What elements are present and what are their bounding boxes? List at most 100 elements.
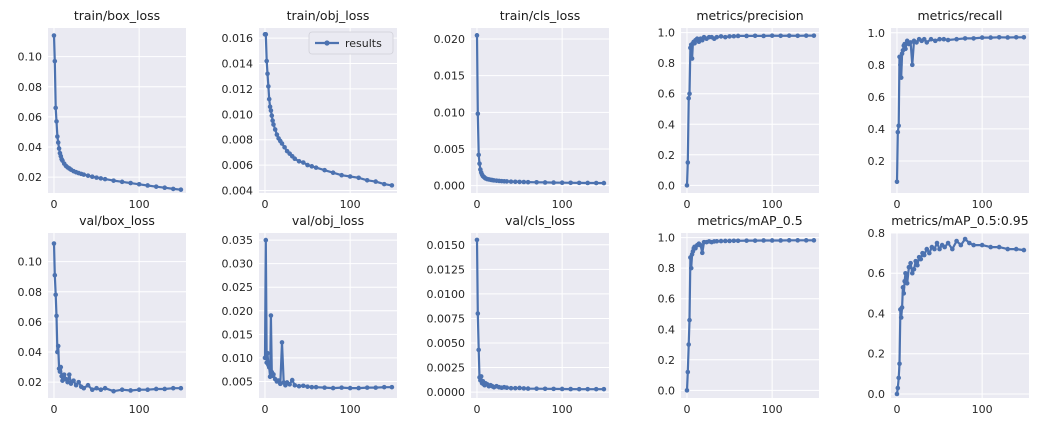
data-point xyxy=(1005,35,1011,40)
data-point xyxy=(1013,246,1019,252)
panel-metrics-precision: metrics/precision 0 100 0.0 0.2 0.4 0.6 0.8 1.0 xyxy=(658,8,819,211)
data-point xyxy=(98,387,104,393)
y-tick-label: 0.2 xyxy=(658,149,676,162)
data-point xyxy=(364,178,370,183)
data-point xyxy=(51,241,57,246)
y-tick-label: 0.4 xyxy=(658,118,676,131)
data-point xyxy=(287,382,292,387)
data-point xyxy=(508,385,514,391)
y-tick-label: 0.030 xyxy=(222,258,254,271)
panel-title: train/box_loss xyxy=(74,8,160,23)
data-point xyxy=(945,240,951,246)
data-point xyxy=(727,238,732,244)
data-point xyxy=(941,36,947,42)
y-tick-label: 0.0 xyxy=(868,388,886,401)
panel-title: train/cls_loss xyxy=(500,8,581,23)
data-point xyxy=(685,369,691,375)
data-point xyxy=(364,385,370,390)
data-point xyxy=(687,91,692,96)
data-point xyxy=(57,369,63,374)
y-tick-label: 0.2 xyxy=(658,354,676,367)
data-point xyxy=(795,238,801,243)
data-point xyxy=(1021,247,1027,253)
data-point xyxy=(71,378,76,383)
x-tick-label: 0 xyxy=(473,198,480,211)
y-tick-label: 0.010 xyxy=(434,106,466,119)
data-point xyxy=(761,33,766,39)
data-point xyxy=(330,170,336,175)
data-point xyxy=(111,178,116,183)
data-point xyxy=(300,383,306,389)
x-tick-label: 100 xyxy=(972,403,993,416)
data-point xyxy=(996,34,1002,40)
data-point xyxy=(988,35,993,40)
y-tick-label: 0.10 xyxy=(18,51,43,64)
data-point xyxy=(85,173,91,178)
x-tick-label: 0 xyxy=(261,198,268,211)
data-point xyxy=(474,33,480,38)
y-tick-label: 0.014 xyxy=(222,58,254,71)
data-point xyxy=(52,58,58,64)
y-tick-label: 1.0 xyxy=(658,27,676,40)
data-point xyxy=(714,238,720,244)
data-point xyxy=(53,105,58,111)
panel-metrics-map-0-5: metrics/mAP_0.5 0 100 0.0 0.2 0.4 0.6 0.8 1.0 xyxy=(658,213,819,416)
plot-area xyxy=(471,28,609,193)
data-point xyxy=(111,388,116,394)
data-point xyxy=(924,246,930,252)
data-point xyxy=(686,95,691,101)
y-tick-label: 0.020 xyxy=(222,305,254,318)
data-point xyxy=(102,176,108,182)
data-point xyxy=(153,184,159,189)
data-point xyxy=(685,160,691,165)
y-tick-label: 0.8 xyxy=(658,262,676,275)
y-tick-label: 0.016 xyxy=(222,32,254,45)
plot-area xyxy=(681,233,819,398)
data-point xyxy=(559,386,565,392)
data-point xyxy=(934,240,940,246)
data-point xyxy=(73,382,79,388)
y-tick-label: 0.0025 xyxy=(427,362,466,375)
y-tick-label: 0.4 xyxy=(868,123,886,136)
data-point xyxy=(136,181,142,187)
data-point xyxy=(902,41,907,47)
data-point xyxy=(56,146,62,151)
data-point xyxy=(795,33,801,39)
data-point xyxy=(525,386,531,391)
y-tick-label: 0.6 xyxy=(868,91,886,104)
x-tick-label: 0 xyxy=(50,403,57,416)
data-point xyxy=(727,34,732,39)
legend-box xyxy=(308,31,394,55)
data-point xyxy=(61,372,67,377)
data-point xyxy=(568,386,573,392)
panel-title: metrics/recall xyxy=(917,8,1002,23)
data-point xyxy=(769,33,775,38)
data-point xyxy=(551,180,556,185)
plot-area xyxy=(48,233,186,398)
data-point xyxy=(267,104,273,109)
data-point xyxy=(1005,246,1011,252)
data-point xyxy=(903,46,908,52)
data-point xyxy=(899,305,905,310)
data-point xyxy=(576,180,582,186)
data-point xyxy=(136,387,142,393)
data-point xyxy=(264,58,269,64)
data-point xyxy=(347,385,353,391)
data-point xyxy=(932,38,938,44)
y-tick-label: 0.04 xyxy=(18,346,43,359)
y-tick-label: 0.008 xyxy=(222,134,254,147)
y-tick-label: 1.0 xyxy=(868,27,886,40)
data-point xyxy=(903,270,908,276)
plot-area xyxy=(681,28,819,193)
y-tick-label: 0.4 xyxy=(658,323,676,336)
data-point xyxy=(119,387,125,393)
data-point xyxy=(309,384,315,390)
data-point xyxy=(322,167,327,173)
data-point xyxy=(178,385,184,391)
y-tick-label: 0.6 xyxy=(868,267,886,280)
data-point xyxy=(477,161,482,166)
y-tick-label: 0.020 xyxy=(434,33,466,46)
data-point xyxy=(347,174,353,179)
data-point xyxy=(265,350,270,356)
panel-val-obj-loss: val/obj_loss 0 100 0.005 0.010 0.015 0.020 0.02… xyxy=(222,213,397,416)
